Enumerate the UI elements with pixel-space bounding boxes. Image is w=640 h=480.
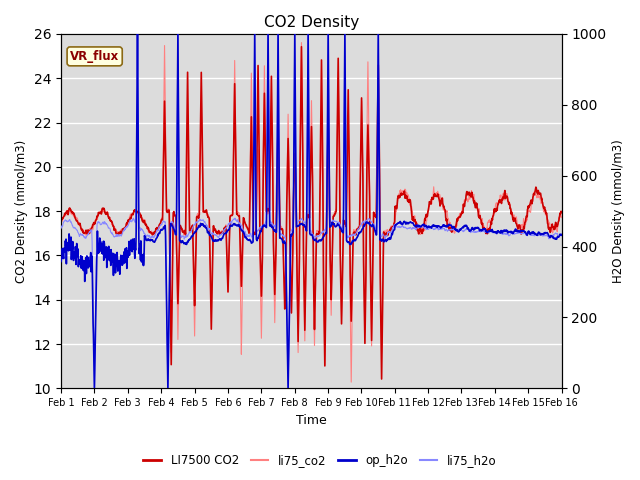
Y-axis label: H2O Density (mmol/m3): H2O Density (mmol/m3) (612, 139, 625, 283)
X-axis label: Time: Time (296, 414, 326, 427)
Text: VR_flux: VR_flux (70, 50, 119, 63)
Y-axis label: CO2 Density (mmol/m3): CO2 Density (mmol/m3) (15, 140, 28, 283)
Legend: LI7500 CO2, li75_co2, op_h2o, li75_h2o: LI7500 CO2, li75_co2, op_h2o, li75_h2o (139, 449, 501, 472)
Title: CO2 Density: CO2 Density (264, 15, 359, 30)
